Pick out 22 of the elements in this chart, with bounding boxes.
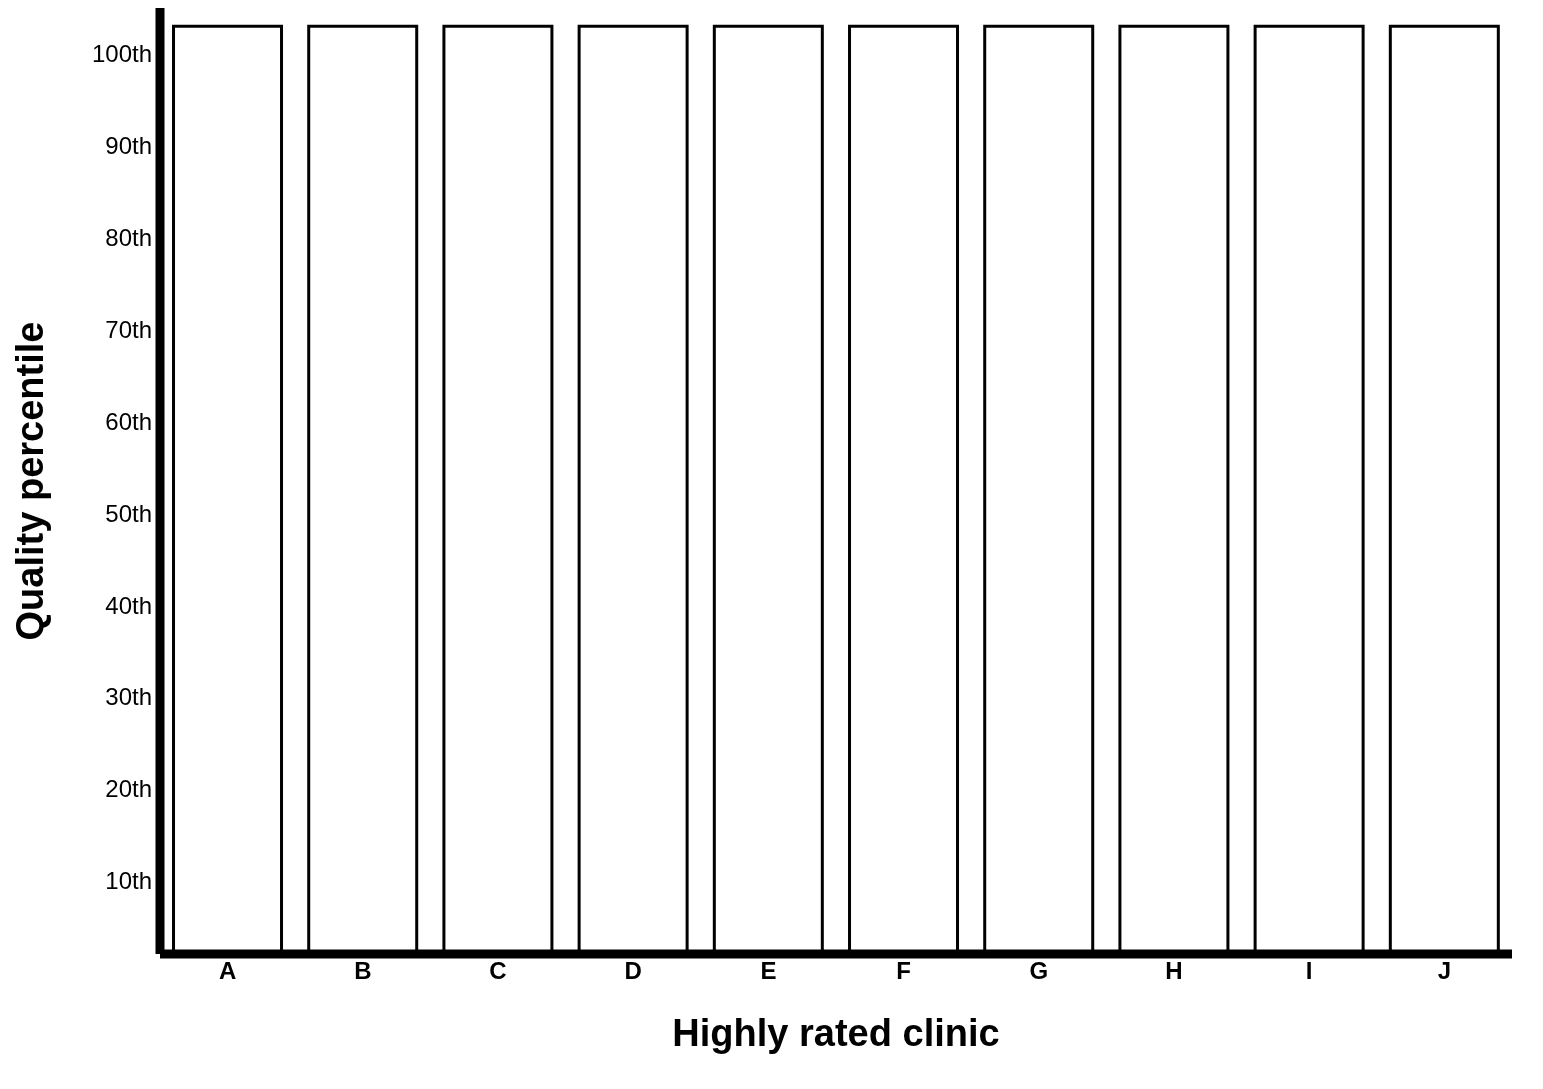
y-tick-label: 40th <box>105 591 152 619</box>
y-axis-title: Quality percentile <box>9 321 52 641</box>
y-tick-label: 10th <box>105 867 152 895</box>
x-tick-label: G <box>1029 957 1049 985</box>
x-tick-label: D <box>624 957 642 985</box>
x-tick-label: A <box>218 957 237 985</box>
x-tick-label: C <box>489 957 507 985</box>
x-tick-label: F <box>896 957 911 985</box>
x-tick-label: H <box>1165 957 1183 985</box>
y-tick-label: 80th <box>105 224 152 252</box>
y-tick-label: 70th <box>105 315 152 343</box>
x-tick-label: J <box>1437 957 1452 985</box>
y-tick-label: 100th <box>91 40 152 68</box>
y-tick-label: 90th <box>105 132 152 160</box>
x-tick-label: B <box>354 957 372 985</box>
y-tick-label: 60th <box>105 407 152 435</box>
y-tick-label: 50th <box>105 499 152 527</box>
x-tick-label: E <box>760 957 777 985</box>
x-axis-title: Highly rated clinic <box>672 1012 1000 1054</box>
x-tick-label: I <box>1305 957 1313 985</box>
y-tick-label: 20th <box>105 775 152 803</box>
y-tick-label: 30th <box>105 683 152 711</box>
